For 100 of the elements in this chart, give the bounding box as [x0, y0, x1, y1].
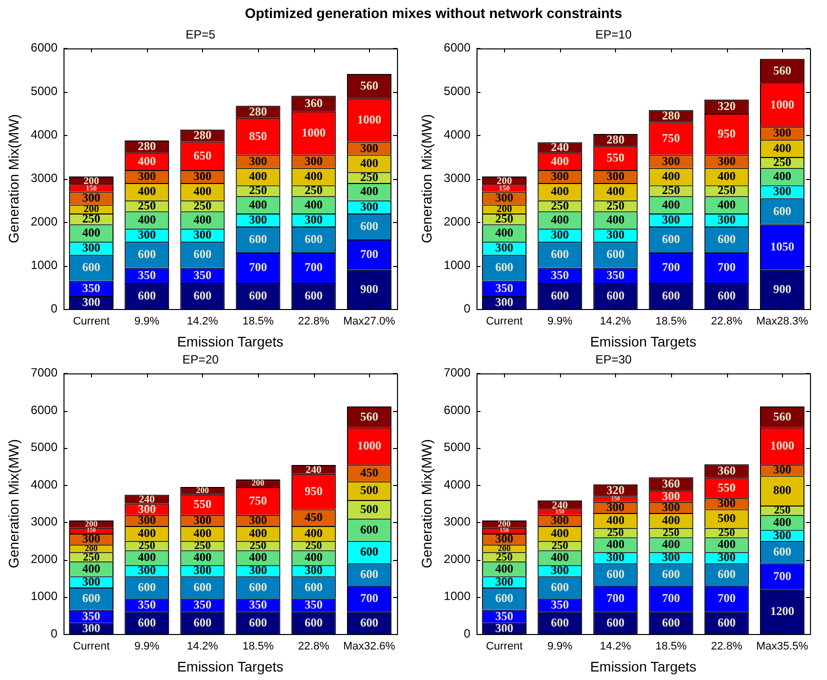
data-label: 600	[550, 580, 569, 594]
data-label: 400	[193, 526, 212, 540]
data-label: 400	[606, 184, 624, 198]
data-label: 600	[304, 615, 323, 630]
data-label: 600	[662, 615, 680, 630]
data-label: 400	[550, 154, 569, 168]
data-label: 350	[550, 268, 569, 282]
data-label: 600	[718, 288, 736, 302]
data-label: 700	[360, 591, 378, 606]
data-label: 350	[82, 608, 100, 623]
data-label: 240	[550, 140, 569, 154]
data-label: 300	[138, 563, 156, 578]
y-tick-label: 2000	[30, 214, 58, 228]
x-tick-label: 14.2%	[600, 316, 632, 328]
data-label: 550	[606, 150, 624, 165]
data-label: 600	[304, 288, 323, 302]
x-axis-title: Emission Targets	[590, 658, 696, 674]
y-tick-label: 7000	[30, 366, 58, 380]
x-tick-label: Current	[486, 640, 523, 653]
data-label: 400	[138, 154, 156, 168]
data-label: 300	[82, 574, 100, 588]
data-label: 950	[718, 126, 736, 141]
data-label: 600	[304, 580, 323, 594]
data-label: 350	[193, 268, 212, 282]
data-label: 560	[360, 409, 378, 424]
data-label: 400	[718, 169, 736, 184]
data-label: 400	[360, 156, 378, 170]
data-label: 600	[360, 615, 378, 630]
data-label: 400	[193, 550, 212, 564]
data-label: 600	[304, 232, 323, 246]
data-label: 600	[495, 260, 514, 274]
data-label: 600	[193, 288, 212, 302]
data-label: 400	[550, 550, 569, 564]
data-label: 400	[773, 140, 792, 155]
data-label: 600	[360, 218, 378, 233]
x-tick-label: 22.8%	[298, 316, 330, 328]
data-label: 350	[606, 268, 624, 282]
data-label: 600	[138, 288, 156, 302]
data-label: 550	[718, 480, 736, 494]
data-label: 600	[662, 566, 680, 581]
data-label: 250	[606, 198, 624, 212]
data-label: 200	[84, 176, 100, 187]
data-label: 280	[138, 139, 156, 154]
data-label: 400	[249, 169, 268, 184]
data-label: 600	[662, 288, 680, 302]
x-tick-label: 22.8%	[711, 640, 742, 653]
data-label: 600	[193, 615, 212, 630]
data-label: 300	[249, 563, 268, 578]
data-label: 300	[304, 563, 323, 578]
data-label: 600	[773, 544, 792, 559]
x-tick-label: 9.9%	[134, 640, 160, 653]
data-label: 600	[193, 580, 212, 594]
data-label: 600	[606, 566, 624, 581]
y-tick-label: 4000	[30, 128, 58, 142]
data-label: 360	[662, 476, 680, 490]
data-label: 200	[496, 176, 512, 187]
data-label: 350	[249, 598, 268, 612]
x-tick-label: 9.9%	[547, 316, 573, 328]
data-label: 350	[495, 608, 514, 623]
data-label: 300	[606, 500, 624, 514]
data-label: 300	[304, 154, 323, 168]
y-tick-label: 5000	[30, 440, 58, 454]
data-label: 700	[662, 591, 680, 606]
data-label: 400	[662, 197, 680, 212]
data-label: 320	[718, 99, 736, 114]
data-label: 700	[662, 260, 680, 274]
data-label: 300	[495, 240, 514, 255]
x-tick-label: 18.5%	[242, 316, 274, 328]
data-label: 300	[138, 169, 156, 184]
y-tick-label: 3000	[30, 171, 58, 186]
data-label: 600	[360, 566, 378, 581]
data-label: 300	[550, 169, 569, 184]
y-tick-label: 2000	[444, 552, 471, 566]
chart-title: EP=30	[595, 352, 632, 367]
data-label: 1000	[770, 97, 794, 112]
y-tick-label: 1000	[30, 258, 58, 272]
y-axis-title: Generation Mix(MW)	[418, 114, 434, 244]
data-label: 400	[773, 514, 792, 529]
data-label: 600	[550, 288, 569, 302]
data-label: 350	[550, 598, 569, 612]
data-label: 400	[249, 550, 268, 564]
data-label: 250	[305, 540, 322, 552]
data-label: 200	[498, 518, 511, 529]
data-label: 400	[662, 512, 680, 527]
data-label: 300	[495, 190, 514, 205]
data-label: 280	[606, 132, 624, 147]
data-label: 250	[360, 170, 378, 184]
x-tick-label: 14.2%	[186, 316, 218, 328]
data-label: 500	[360, 483, 378, 498]
data-label: 300	[193, 228, 212, 242]
data-label: 300	[550, 512, 569, 527]
data-label: 600	[360, 522, 378, 536]
x-tick-label: Current	[72, 316, 110, 328]
data-label: 1000	[302, 126, 326, 140]
data-label: 400	[138, 550, 156, 564]
y-tick-label: 6000	[444, 402, 471, 417]
data-label: 600	[138, 615, 156, 630]
data-label: 320	[606, 482, 624, 497]
data-label: 400	[193, 212, 212, 226]
data-label: 400	[662, 537, 680, 552]
